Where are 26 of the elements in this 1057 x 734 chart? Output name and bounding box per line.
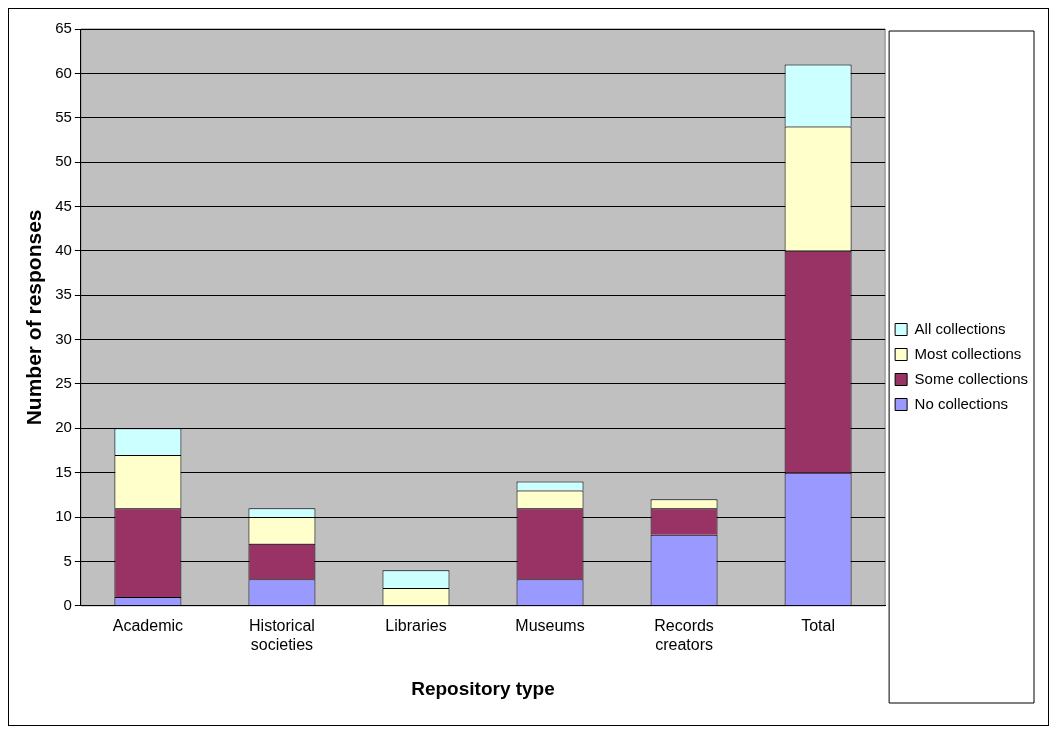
y-tick-label: 45 [55, 196, 72, 214]
y-tick-label: 5 [63, 551, 72, 569]
x-tick-label: Libraries [385, 616, 447, 634]
legend-label: Some collections [914, 369, 1028, 387]
y-tick-label: 0 [63, 595, 72, 613]
y-tick-label: 40 [55, 240, 72, 258]
y-tick-label: 20 [55, 418, 72, 436]
legend-label: No collections [914, 394, 1008, 412]
y-tick-label: 50 [55, 152, 72, 170]
y-tick-label: 55 [55, 107, 72, 125]
y-tick-label: 60 [55, 63, 72, 81]
x-tick-label: Records creators [654, 616, 714, 654]
y-tick-label: 30 [55, 329, 72, 347]
y-tick-label: 10 [55, 507, 72, 525]
legend-label: Most collections [914, 344, 1022, 362]
y-tick-label: 15 [55, 462, 72, 480]
y-axis-title: Number of responses [22, 209, 46, 426]
x-tick-label: Academic [112, 616, 184, 634]
legend-label: All collections [914, 319, 1006, 337]
y-tick-label: 65 [55, 19, 72, 37]
x-tick-label: Total [801, 616, 835, 634]
x-tick-label: Historical societies [249, 616, 315, 654]
x-tick-label: Museums [515, 616, 585, 634]
x-axis-title: Repository type [411, 677, 555, 699]
y-tick-label: 35 [55, 285, 72, 303]
y-tick-label: 25 [55, 374, 72, 392]
